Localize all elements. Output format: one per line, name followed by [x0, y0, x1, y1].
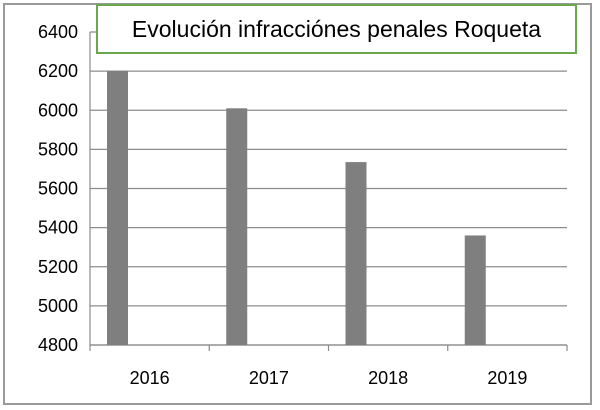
y-tick-label: 5600: [38, 179, 78, 199]
x-tick-label: 2018: [368, 368, 408, 388]
x-tick-label: 2017: [249, 368, 289, 388]
bar-2017: [226, 108, 248, 345]
y-tick-label: 4800: [38, 335, 78, 355]
y-tick-label: 6400: [38, 22, 78, 42]
y-tick-label: 5200: [38, 257, 78, 277]
y-tick-label: 5800: [38, 139, 78, 159]
y-tick-label: 6000: [38, 100, 78, 120]
y-tick-label: 5000: [38, 296, 78, 316]
bar-2018: [345, 162, 367, 345]
bar-2016: [107, 71, 128, 345]
chart-title: Evolución infracciónes penales Roqueta: [131, 15, 542, 42]
y-tick-label: 5400: [38, 218, 78, 238]
y-tick-label: 6200: [38, 61, 78, 81]
x-tick-label: 2016: [130, 368, 170, 388]
bar-2019: [464, 235, 486, 345]
chart-title-box: Evolución infracciónes penales Roqueta: [96, 4, 577, 54]
chart-frame: [3, 3, 592, 405]
x-tick-label: 2019: [487, 368, 527, 388]
